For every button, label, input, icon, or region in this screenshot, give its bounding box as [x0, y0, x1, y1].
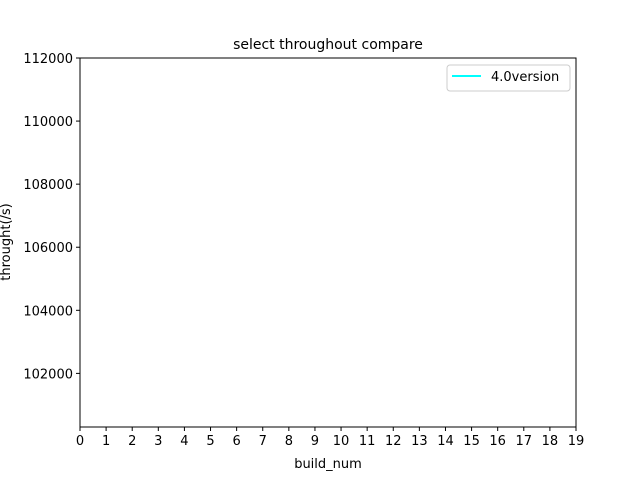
x-tick-label: 17: [516, 434, 533, 449]
x-tick-label: 13: [411, 434, 428, 449]
y-tick-label: 106000: [23, 241, 73, 256]
x-tick-label: 0: [76, 434, 84, 449]
x-tick-label: 15: [463, 434, 480, 449]
plot-area: [79, 57, 577, 428]
x-tick-label: 1: [102, 434, 110, 449]
x-tick-label: 8: [285, 434, 293, 449]
x-tick-label: 7: [259, 434, 267, 449]
y-tick-label: 108000: [23, 178, 73, 193]
legend-box: [446, 64, 571, 92]
x-tick-label: 16: [489, 434, 506, 449]
x-axis-label: build_num: [294, 457, 362, 472]
x-tick-label: 14: [437, 434, 454, 449]
y-axis-label: throught(/s): [0, 203, 14, 280]
y-tick-label: 110000: [23, 115, 73, 130]
x-tick-label: 19: [568, 434, 585, 449]
x-tick-label: 4: [180, 434, 188, 449]
legend-label-4-0version: 4.0version: [491, 70, 559, 85]
x-tick-label: 2: [128, 434, 136, 449]
x-tick-label: 3: [154, 434, 162, 449]
x-tick-label: 9: [311, 434, 319, 449]
x-tick-label: 5: [206, 434, 214, 449]
x-tick-label: 11: [359, 434, 376, 449]
y-axis-ticks: 102000 104000 106000 108000 110000 112000: [23, 52, 80, 382]
x-tick-label: 10: [333, 434, 350, 449]
x-tick-label: 18: [542, 434, 559, 449]
y-tick-label: 112000: [23, 52, 73, 67]
y-tick-label: 102000: [23, 367, 73, 382]
legend: 4.0version: [446, 64, 571, 92]
x-axis-ticks: 0 1 2 3 4 5 6 7 8 9 10 11 12 13 14 15 16 17 18 19: [76, 427, 584, 449]
y-tick-label: 104000: [23, 304, 73, 319]
x-tick-label: 6: [232, 434, 240, 449]
chart-title: select throughout compare: [233, 37, 423, 53]
x-tick-label: 12: [385, 434, 402, 449]
